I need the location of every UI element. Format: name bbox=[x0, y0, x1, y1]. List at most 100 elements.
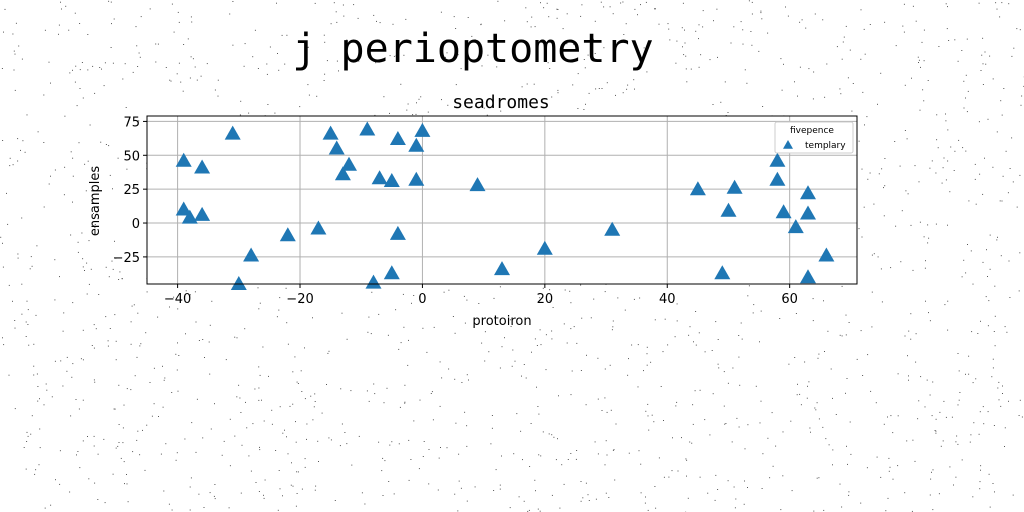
speckle-dot bbox=[115, 447, 117, 449]
speckle-dot bbox=[72, 363, 74, 365]
speckle-dot bbox=[612, 326, 614, 328]
speckle-dot bbox=[339, 445, 341, 447]
speckle-dot bbox=[267, 104, 269, 105]
speckle-dot bbox=[801, 19, 803, 21]
speckle-dot bbox=[580, 370, 582, 371]
speckle-dot bbox=[799, 21, 801, 23]
speckle-dot bbox=[76, 454, 77, 456]
speckle-dot bbox=[510, 326, 512, 327]
figure-suptitle: j perioptometry bbox=[292, 26, 653, 72]
speckle-dot bbox=[644, 502, 646, 504]
data-point-marker bbox=[365, 274, 382, 289]
data-point-marker bbox=[243, 247, 260, 262]
speckle-dot bbox=[545, 334, 547, 336]
speckle-dot bbox=[432, 419, 434, 421]
speckle-dot bbox=[317, 440, 319, 442]
speckle-dot bbox=[604, 368, 606, 370]
y-tick-label: 50 bbox=[123, 149, 140, 164]
speckle-dot bbox=[59, 276, 60, 278]
speckle-dot bbox=[771, 412, 773, 414]
speckle-dot bbox=[839, 88, 841, 90]
speckle-dot bbox=[304, 458, 306, 460]
speckle-dot bbox=[71, 376, 73, 378]
speckle-dot bbox=[525, 7, 527, 9]
speckle-dot bbox=[296, 471, 298, 473]
speckle-dot bbox=[989, 506, 991, 508]
speckle-dot bbox=[95, 328, 97, 330]
speckle-dot bbox=[918, 181, 920, 183]
speckle-dot bbox=[50, 504, 52, 506]
speckle-dot bbox=[353, 4, 355, 6]
speckle-dot bbox=[849, 49, 851, 51]
x-tick-label: 20 bbox=[537, 292, 554, 307]
data-point-marker bbox=[279, 227, 296, 242]
speckle-dot bbox=[769, 477, 771, 479]
speckle-dot bbox=[945, 113, 946, 115]
speckle-dot bbox=[333, 2, 335, 4]
speckle-dot bbox=[936, 114, 938, 116]
speckle-dot bbox=[606, 82, 608, 84]
speckle-dot bbox=[963, 80, 965, 82]
speckle-dot bbox=[593, 38, 594, 40]
speckle-dot bbox=[631, 344, 633, 346]
speckle-dot bbox=[82, 399, 84, 401]
data-point-marker bbox=[341, 156, 357, 171]
speckle-dot bbox=[528, 509, 530, 511]
speckle-dot bbox=[395, 309, 397, 311]
speckle-dot bbox=[240, 412, 242, 413]
speckle-dot bbox=[823, 509, 825, 511]
speckle-dot bbox=[183, 44, 185, 45]
data-point-marker bbox=[230, 276, 247, 290]
speckle-dot bbox=[919, 109, 921, 111]
speckle-dot bbox=[454, 493, 456, 495]
speckle-dot bbox=[87, 160, 89, 162]
speckle-dot bbox=[259, 302, 261, 304]
speckle-dot bbox=[1007, 192, 1009, 194]
speckle-dot bbox=[685, 55, 687, 57]
speckle-dot bbox=[1000, 100, 1002, 102]
speckle-dot bbox=[709, 434, 711, 436]
speckle-dot bbox=[307, 84, 309, 86]
speckle-dot bbox=[915, 333, 917, 335]
speckle-dot bbox=[748, 0, 750, 2]
speckle-dot bbox=[598, 88, 600, 89]
speckle-dot bbox=[622, 92, 624, 94]
speckle-dot bbox=[540, 455, 542, 457]
speckle-dot bbox=[862, 91, 864, 93]
speckle-dot bbox=[927, 224, 929, 226]
data-point-marker bbox=[175, 152, 192, 167]
speckle-dot bbox=[69, 491, 71, 493]
speckle-dot bbox=[62, 330, 64, 332]
speckle-dot bbox=[381, 470, 383, 472]
speckle-dot bbox=[931, 160, 933, 162]
speckle-dot bbox=[438, 457, 440, 459]
speckle-dot bbox=[263, 494, 264, 496]
speckle-dot bbox=[202, 437, 204, 439]
speckle-dot bbox=[464, 411, 466, 413]
speckle-dot bbox=[968, 200, 970, 202]
speckle-dot bbox=[931, 471, 932, 473]
speckle-dot bbox=[113, 408, 115, 410]
speckle-dot bbox=[441, 377, 443, 379]
speckle-dot bbox=[994, 285, 996, 287]
speckle-dot bbox=[39, 428, 41, 430]
speckle-dot bbox=[1009, 168, 1011, 169]
speckle-dot bbox=[1002, 385, 1003, 387]
speckle-dot bbox=[43, 404, 45, 406]
speckle-dot bbox=[812, 320, 814, 322]
speckle-dot bbox=[957, 353, 959, 354]
speckle-dot bbox=[206, 63, 208, 65]
speckle-dot bbox=[306, 47, 308, 48]
speckle-dot bbox=[275, 450, 277, 451]
speckle-dot bbox=[119, 271, 121, 273]
speckle-dot bbox=[294, 356, 296, 358]
speckle-dot bbox=[232, 44, 234, 46]
speckle-dot bbox=[658, 23, 660, 25]
speckle-dot bbox=[405, 18, 407, 20]
speckle-dot bbox=[13, 50, 15, 52]
speckle-dot bbox=[418, 468, 420, 470]
speckle-dot bbox=[1009, 297, 1011, 298]
speckle-dot bbox=[740, 21, 742, 23]
speckle-dot bbox=[570, 394, 572, 396]
speckle-dot bbox=[601, 410, 603, 411]
